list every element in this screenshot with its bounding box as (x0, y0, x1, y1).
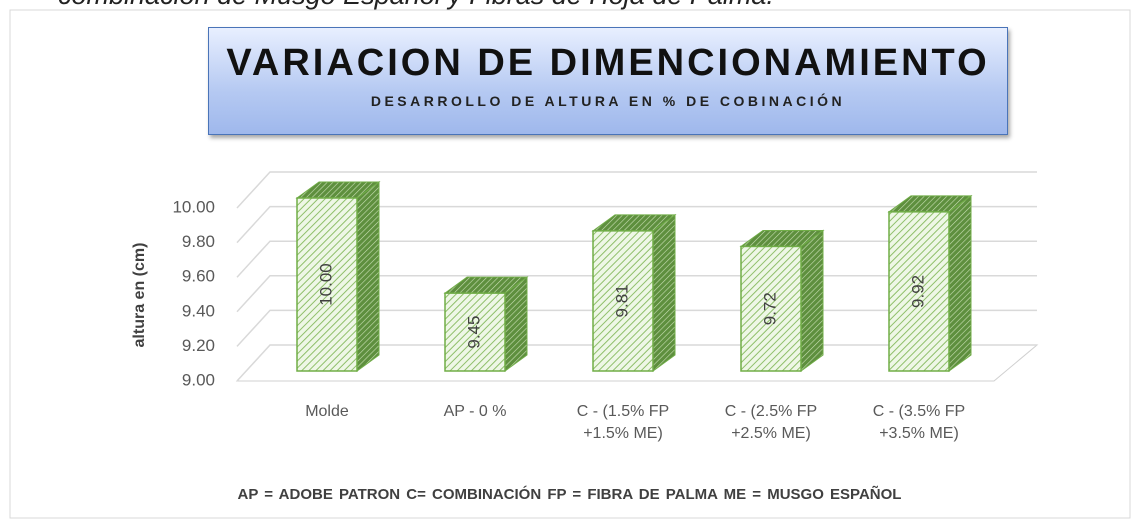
chart-subtitle: DESARROLLO DE ALTURA EN % DE COBINACIÓN (370, 93, 846, 109)
y-tick-label: 10.00 (172, 197, 215, 216)
y-axis-label: altura en (cm) (131, 243, 148, 348)
chart-frame (9, 9, 1131, 519)
footnote: AP = ADOBE PATRON C= COMBINACIÓN FP = FI… (237, 486, 902, 503)
x-tick-label: C - (2.5% FP +2.5% ME) (724, 403, 818, 442)
y-tick-label: 9.00 (182, 370, 215, 389)
bar-side (800, 229, 824, 372)
data-label: 9.45 (464, 316, 483, 349)
title-box: VARIACION DE DIMENCIONAMIENTO DESARROLLO… (208, 27, 1008, 135)
data-label: 9.72 (760, 292, 779, 325)
y-tick-label: 9.80 (182, 232, 215, 251)
x-tick-label: Molde (305, 403, 349, 420)
grid-line (236, 171, 1037, 209)
y-tick-label: 9.60 (182, 267, 215, 286)
bar (296, 197, 358, 372)
data-label: 10.00 (316, 263, 335, 306)
data-label: 9.92 (908, 275, 927, 308)
x-tick-label: AP - 0 % (443, 403, 507, 420)
data-label: 9.81 (612, 284, 631, 317)
bar-side (652, 213, 676, 372)
y-tick-label: 9.20 (182, 336, 215, 355)
bar (888, 211, 950, 372)
bar (592, 230, 654, 372)
bar (444, 292, 506, 372)
x-tick-label: C - (1.5% FP +1.5% ME) (576, 403, 670, 442)
bar (740, 245, 802, 372)
x-tick-label: C - (3.5% FP +3.5% ME) (872, 403, 966, 442)
y-tick-label: 9.40 (182, 301, 215, 320)
grid-line (236, 205, 1037, 244)
chart-title: VARIACION DE DIMENCIONAMIENTO (226, 42, 990, 84)
bar-side (948, 194, 972, 372)
bar-side (356, 181, 380, 372)
caption: combinación de Musgo Español y Fibras de… (58, 0, 774, 11)
